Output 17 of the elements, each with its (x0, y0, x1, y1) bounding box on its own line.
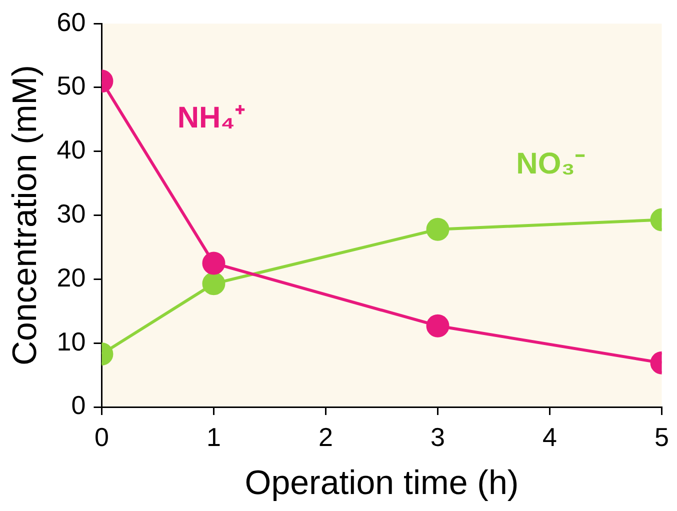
y-tick-label: 10 (56, 326, 86, 356)
series-label: NO₃⁻ (516, 148, 586, 181)
x-tick-label: 3 (430, 422, 445, 452)
x-tick-label: 4 (542, 422, 557, 452)
y-tick-label: 50 (56, 70, 86, 101)
y-tick-label: 30 (56, 198, 86, 228)
x-tick-label: 1 (206, 422, 221, 452)
y-tick-label: 40 (56, 134, 86, 165)
x-tick-label: 5 (654, 422, 670, 452)
y-tick-label: 60 (56, 6, 86, 37)
y-tick-label: 20 (56, 262, 86, 292)
x-tick-label: 0 (94, 422, 109, 452)
y-axis-title: Concentration (mM) (6, 65, 44, 366)
series-label: NH₄⁺ (177, 102, 245, 135)
x-axis-title: Operation time (h) (244, 464, 519, 502)
x-tick-label: 2 (318, 422, 333, 452)
y-tick-label: 0 (71, 390, 86, 420)
